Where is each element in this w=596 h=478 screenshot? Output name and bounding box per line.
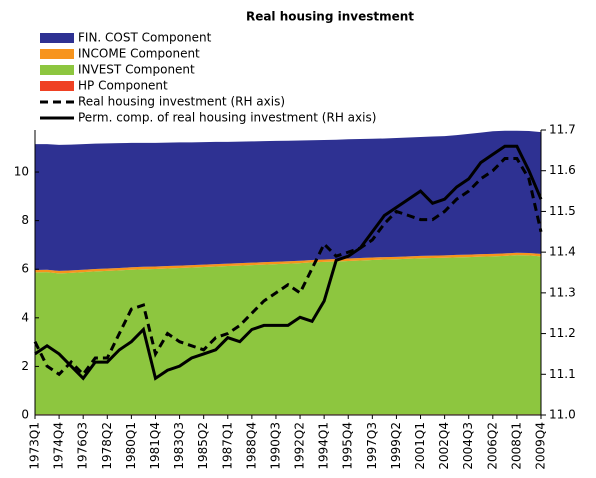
- x-tick-label: 1980Q1: [124, 422, 138, 470]
- legend-label: INCOME Component: [78, 47, 200, 61]
- legend-swatch: [40, 33, 74, 43]
- y2-tick-label: 11.2: [549, 326, 576, 340]
- y2-tick-label: 11.1: [549, 367, 576, 381]
- x-tick-label: 1999Q2: [389, 422, 403, 470]
- legend-label: HP Component: [78, 79, 168, 93]
- y2-tick-label: 11.4: [549, 245, 576, 259]
- y-tick-label: 6: [21, 262, 29, 276]
- x-tick-label: 1985Q2: [196, 422, 210, 470]
- x-tick-label: 1973Q1: [28, 422, 42, 470]
- x-tick-label: 1992Q2: [293, 422, 307, 470]
- y-tick-label: 8: [21, 213, 29, 227]
- area: [35, 255, 541, 415]
- x-tick-label: 2002Q4: [437, 422, 451, 470]
- x-tick-label: 1974Q4: [52, 422, 66, 470]
- line: [34, 144, 543, 381]
- x-tick-label: 2008Q1: [509, 422, 523, 470]
- x-tick-label: 1995Q4: [341, 422, 355, 470]
- x-tick-label: 1987Q1: [220, 422, 234, 470]
- y-tick-label: 0: [21, 408, 29, 422]
- legend-label: FIN. COST Component: [78, 31, 212, 45]
- x-tick-label: 1983Q3: [172, 422, 186, 470]
- x-tick-label: 1997Q3: [365, 422, 379, 470]
- x-tick-label: 1981Q4: [148, 422, 162, 470]
- y2-tick-label: 11.0: [549, 408, 576, 422]
- area: [35, 130, 541, 271]
- y2-tick-label: 11.7: [549, 123, 576, 137]
- x-tick-label: 2009Q4: [534, 422, 548, 470]
- y2-tick-label: 11.6: [549, 163, 576, 177]
- x-tick-label: 1994Q1: [317, 422, 331, 470]
- x-tick-label: 2004Q3: [461, 422, 475, 470]
- line: [33, 157, 543, 377]
- legend-label: INVEST Component: [78, 63, 195, 77]
- x-tick-label: 2001Q1: [413, 422, 427, 470]
- x-tick-label: 1976Q3: [76, 422, 90, 470]
- y2-tick-label: 11.5: [549, 204, 576, 218]
- x-tick-label: 2006Q2: [485, 422, 499, 470]
- chart-title: Real housing investment: [246, 10, 414, 24]
- x-tick-label: 1990Q3: [268, 422, 282, 470]
- y-tick-label: 4: [21, 310, 29, 324]
- legend-swatch: [40, 49, 74, 59]
- x-tick-label: 1978Q2: [100, 422, 114, 470]
- legend-swatch: [40, 65, 74, 75]
- y2-tick-label: 11.3: [549, 285, 576, 299]
- x-tick-label: 1988Q4: [244, 422, 258, 470]
- legend-label: Real housing investment (RH axis): [78, 95, 285, 109]
- area: [35, 252, 541, 274]
- legend-label: Perm. comp. of real housing investment (…: [78, 111, 376, 125]
- y-tick-label: 2: [21, 359, 29, 373]
- y-tick-label: 10: [14, 165, 29, 179]
- legend-swatch: [40, 81, 74, 91]
